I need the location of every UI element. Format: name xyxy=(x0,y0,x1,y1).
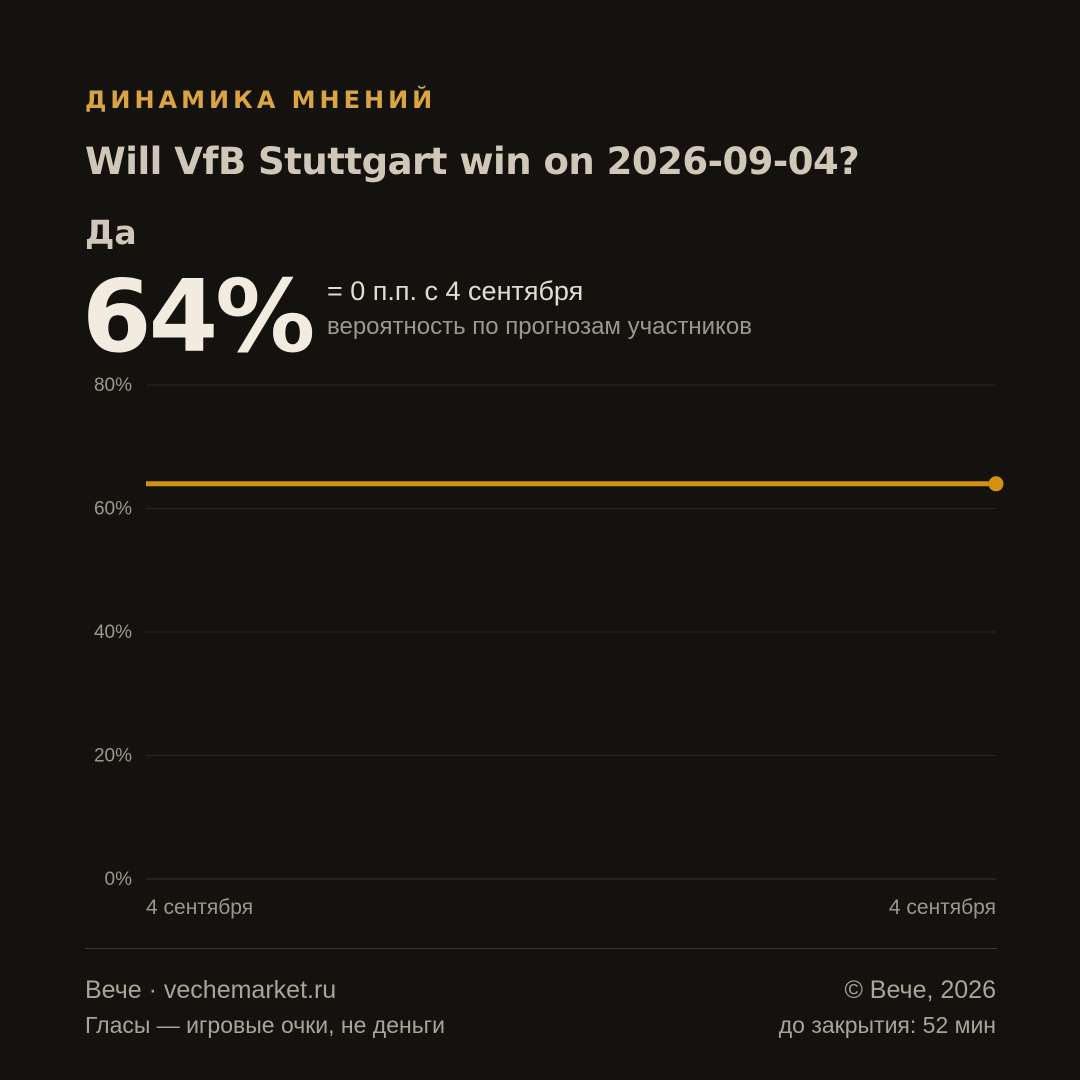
footer-copyright: © Вече, 2026 xyxy=(844,976,996,1004)
market-question: Will VfB Stuttgart win on 2026-09-04? xyxy=(85,140,860,183)
footer-divider xyxy=(85,948,997,949)
y-tick-label: 20% xyxy=(94,746,132,767)
footer-disclaimer: Гласы — игровые очки, не деньги xyxy=(85,1012,445,1038)
section-eyebrow: ДИНАМИКА МНЕНИЙ xyxy=(85,86,437,114)
x-tick-label: 4 сентября xyxy=(889,896,996,919)
footer-countdown: до закрытия: 52 мин xyxy=(778,1012,996,1038)
x-tick-label: 4 сентября xyxy=(146,896,253,919)
y-tick-label: 40% xyxy=(94,622,132,643)
probability-change: = 0 п.п. с 4 сентября xyxy=(327,276,584,306)
y-tick-label: 80% xyxy=(94,375,132,396)
y-tick-label: 60% xyxy=(94,499,132,520)
outcome-label: Да xyxy=(85,213,137,252)
probability-caption: вероятность по прогнозам участников xyxy=(327,313,752,340)
series-endpoint xyxy=(988,476,1004,492)
y-tick-label: 0% xyxy=(105,869,133,890)
footer-brand: Вече · vechemarket.ru xyxy=(85,976,337,1004)
probability-value: 64% xyxy=(82,258,315,375)
